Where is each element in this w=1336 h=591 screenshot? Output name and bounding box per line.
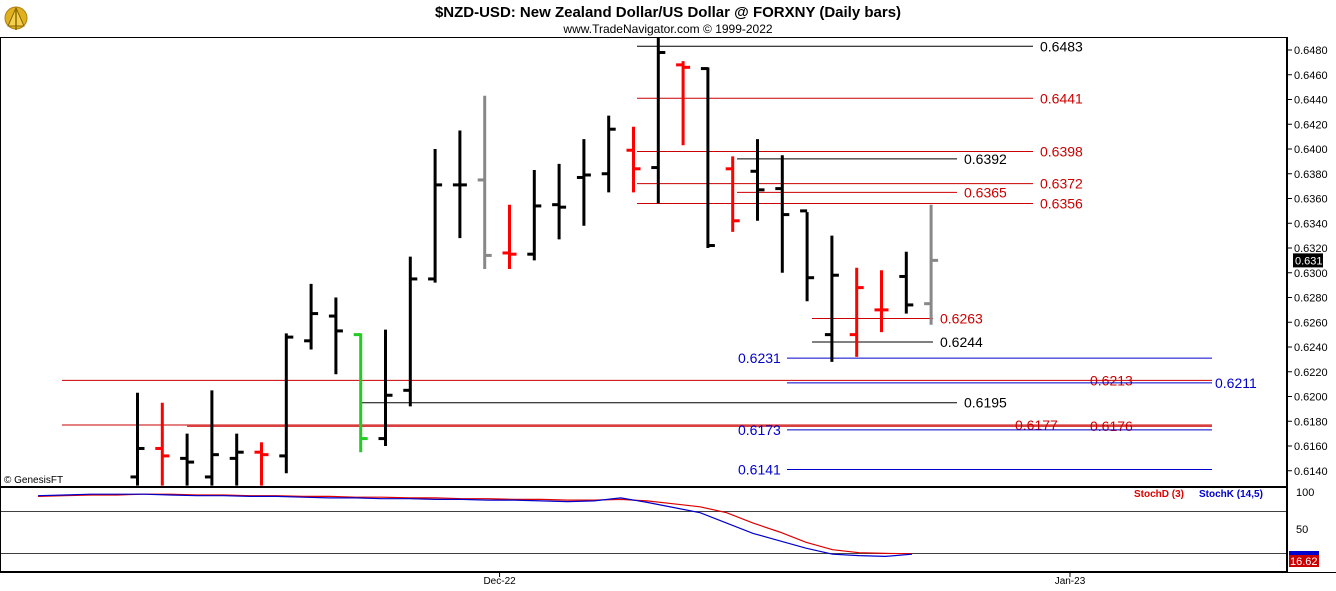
level-label: 0.6244 [940, 334, 983, 350]
watermark: © GenesisFT [4, 475, 63, 486]
y-tick-label: 0.6220 [1294, 367, 1328, 379]
ohlc-bar [279, 333, 294, 474]
ohlc-bar [626, 126, 641, 193]
stoch-y-tick: 100 [1296, 487, 1314, 499]
y-tick-label: 0.6140 [1294, 466, 1328, 478]
y-tick-label: 0.6340 [1294, 218, 1328, 230]
y-axis-panel [1287, 37, 1336, 572]
level-label: 0.6231 [738, 350, 781, 366]
y-tick-label: 0.6380 [1294, 169, 1328, 181]
level-label: 0.6173 [738, 422, 781, 438]
y-tick-label: 0.6320 [1294, 243, 1328, 255]
stoch-y-tick: 50 [1296, 524, 1308, 536]
ohlc-bar [155, 402, 170, 486]
ohlc-bar [403, 256, 418, 407]
ohlc-bar [130, 392, 145, 486]
y-tick-label: 0.6480 [1294, 45, 1328, 57]
level-label: 0.6372 [1040, 176, 1083, 192]
stoch-k-legend: StochK (14,5) [1199, 489, 1263, 500]
level-label: 0.6141 [738, 462, 781, 478]
ohlc-bar [601, 115, 616, 193]
price-pane [0, 37, 1287, 487]
stoch-d-legend: StochD (3) [1134, 489, 1184, 500]
ohlc-bar [676, 61, 691, 146]
y-tick-label: 0.6460 [1294, 70, 1328, 82]
x-tick-label: Dec-22 [483, 576, 516, 587]
y-tick-label: 0.6440 [1294, 95, 1328, 107]
ohlc-bar [725, 156, 740, 232]
ohlc-bar [204, 390, 219, 486]
x-axis-labels: Dec-22 Jan-23 [483, 572, 1086, 587]
y-tick-label: 0.6400 [1294, 144, 1328, 156]
x-tick-label: Jan-23 [1055, 576, 1086, 587]
y-tick-label: 0.6180 [1294, 416, 1328, 428]
ohlc-bar [229, 433, 244, 486]
stochastic-ticks: 100 50 [1296, 487, 1314, 536]
stoch-last-value: 16.62 [1290, 556, 1318, 568]
ohlc-bar [874, 270, 889, 333]
y-tick-label: 0.6260 [1294, 317, 1328, 329]
level-label: 0.6365 [964, 184, 1007, 200]
stoch-k-line [37, 493, 913, 558]
y-tick-label: 0.6280 [1294, 293, 1328, 305]
ohlc-bar [924, 204, 939, 325]
logo [4, 6, 28, 30]
y-tick-label: 0.6420 [1294, 119, 1328, 131]
level-label: 0.6441 [1040, 90, 1083, 106]
ohlc-bar [899, 251, 914, 314]
level-lines: 0.6483 0.6441 0.6398 0.6392 0.6372 0.6365 0.63… [62, 38, 1257, 478]
y-tick-label: 0.6360 [1294, 194, 1328, 206]
level-label: 0.6392 [964, 151, 1007, 167]
level-label: 0.6356 [1040, 195, 1083, 211]
chart-title: $NZD-USD: New Zealand Dollar/US Dollar @… [435, 4, 901, 21]
level-label: 0.6177 [1015, 417, 1058, 433]
ohlc-bar [824, 235, 839, 362]
last-price-marker: 0.6310 [1293, 253, 1329, 268]
ohlc-bar [552, 163, 567, 240]
ohlc-bar [304, 283, 319, 350]
ohlc-bar [800, 209, 815, 302]
ohlc-bar [849, 267, 864, 357]
ohlc-bar [700, 67, 715, 248]
level-label: 0.6176 [1090, 418, 1133, 434]
y-axis-ticks: 0.6480 0.6460 0.6440 0.6420 0.6400 0.6380 0.63… [1287, 45, 1328, 478]
last-price-label: 0.6310 [1295, 255, 1329, 267]
ohlc-bar [378, 329, 393, 446]
ohlc-bar [452, 130, 467, 239]
ohlc-bar [502, 204, 517, 270]
ohlc-bar [775, 155, 790, 273]
ohlc-bar [477, 95, 492, 270]
level-label: 0.6195 [964, 395, 1007, 411]
ohlc-bar [527, 170, 542, 261]
level-label: 0.6263 [940, 311, 983, 327]
ohlc-bar [428, 149, 443, 283]
level-label: 0.6398 [1040, 143, 1083, 159]
chart-subtitle: www.TradeNavigator.com © 1999-2022 [562, 22, 772, 36]
stoch-d-line [37, 493, 913, 555]
level-label: 0.6211 [1215, 375, 1257, 391]
ohlc-bar [651, 38, 666, 204]
trade-navigator-logo-icon [4, 6, 28, 30]
ohlc-bar [576, 139, 591, 226]
y-tick-label: 0.6200 [1294, 392, 1328, 404]
level-label: 0.6483 [1040, 38, 1083, 54]
ohlc-bar [180, 433, 195, 486]
stoch-last-marker: 16.62 [1289, 551, 1319, 568]
y-tick-label: 0.6160 [1294, 441, 1328, 453]
stochastic-pane [0, 487, 1287, 572]
ohlc-bar [353, 333, 368, 453]
y-tick-label: 0.6300 [1294, 268, 1328, 280]
ohlc-bar [254, 442, 269, 486]
y-tick-label: 0.6240 [1294, 342, 1328, 354]
ohlc-bars [130, 38, 939, 486]
ohlc-bar [328, 297, 343, 375]
level-label: 0.6213 [1090, 372, 1133, 388]
ohlc-bar [750, 139, 765, 221]
